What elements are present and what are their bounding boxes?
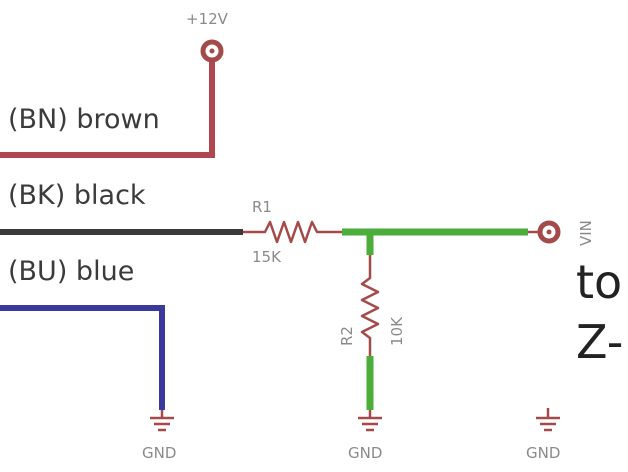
blue-wire-label: (BU) blue [8,256,134,287]
side-text-line2: Z- [576,315,623,369]
power-terminal [200,39,224,63]
ground-symbol-1 [150,410,174,432]
side-text-line1: to [576,255,622,309]
r1-name: R1 [252,198,272,216]
vin-label: VIN [577,220,595,246]
gnd-label-2: GND [348,444,382,462]
vin-terminal [537,220,561,244]
ground-symbol-2 [358,410,382,432]
r1-resistor [243,220,342,244]
brown-wire-label: (BN) brown [8,104,160,135]
r2-name: R2 [338,326,356,346]
r1-value: 15K [252,248,282,266]
power-label: +12V [186,10,229,28]
blue-wire [0,305,165,410]
black-wire-label: (BK) black [8,180,146,211]
r2-value: 10K [388,316,406,346]
gnd-label-1: GND [142,444,176,462]
r2-resistor [360,255,380,356]
brown-wire [0,62,215,158]
ground-symbol-3 [536,408,560,432]
gnd-label-3: GND [526,444,560,462]
